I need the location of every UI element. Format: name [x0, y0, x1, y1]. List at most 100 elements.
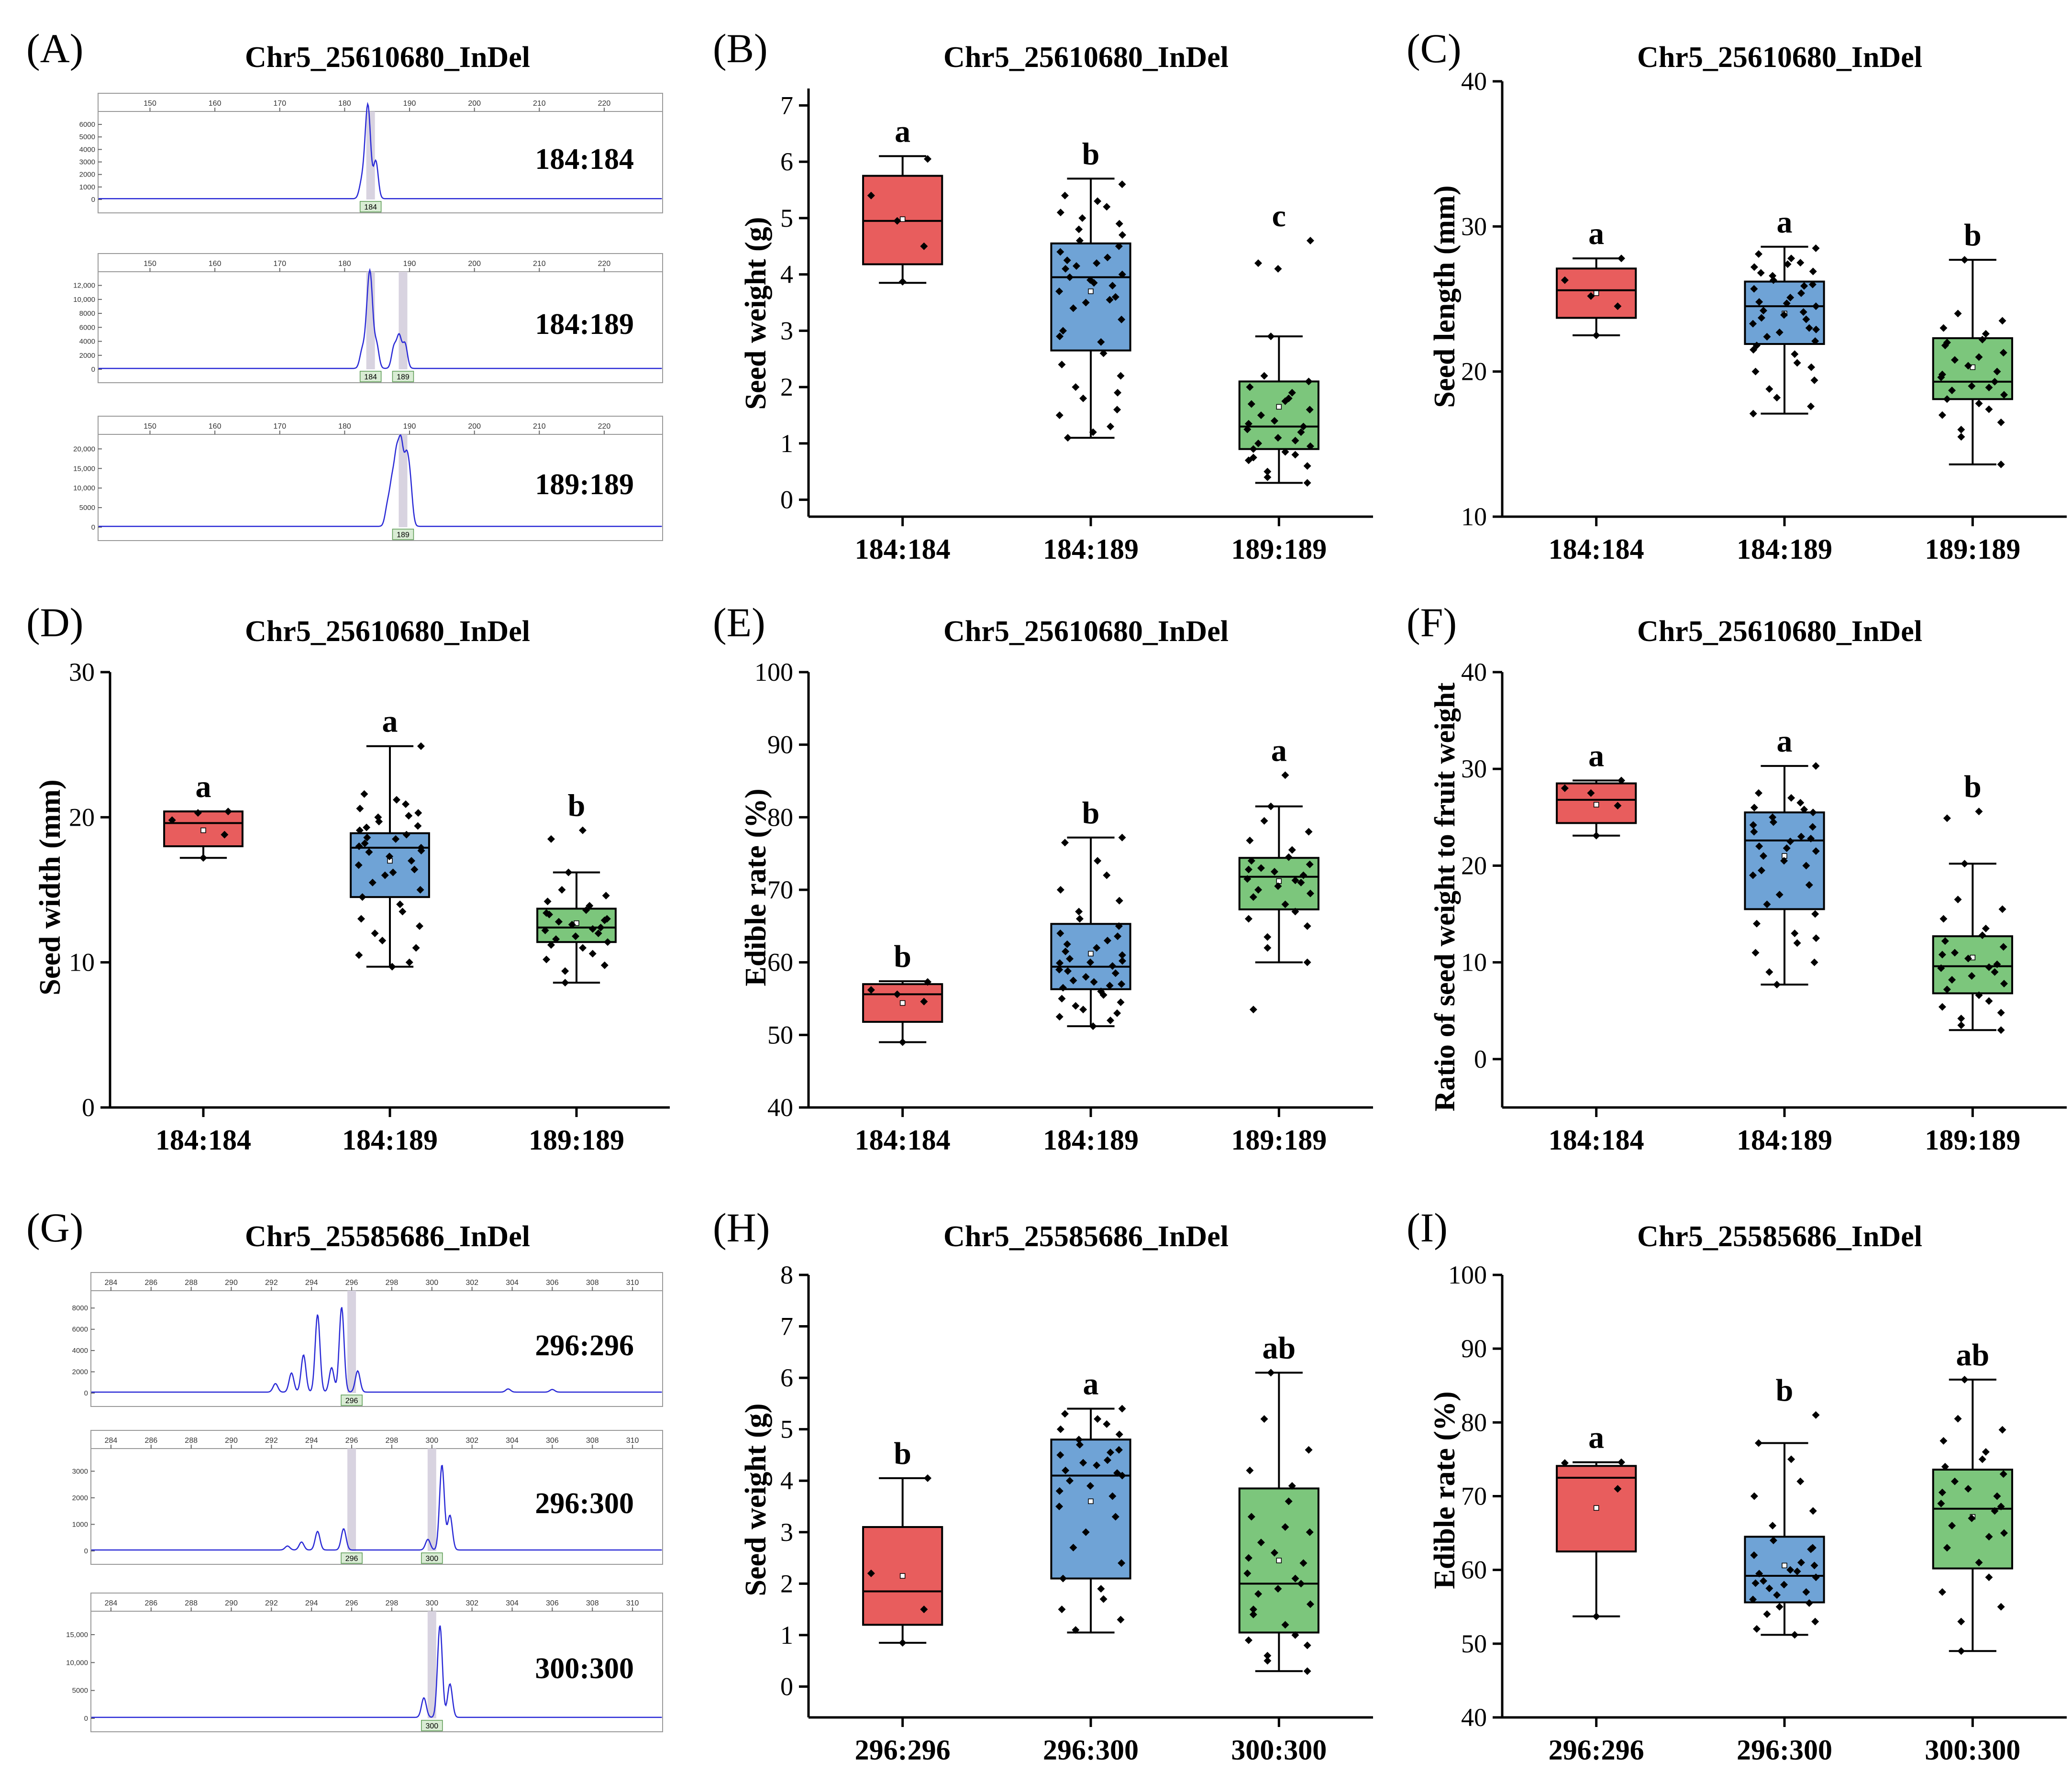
data-point [1069, 1544, 1077, 1552]
data-point [1750, 804, 1758, 812]
data-point [1306, 1528, 1314, 1536]
data-point [1592, 331, 1600, 339]
data-point [1950, 949, 1959, 957]
ruler-tick-label: 308 [586, 1437, 599, 1445]
ruler-tick-label: 190 [403, 100, 416, 108]
significance-letter: a [196, 769, 211, 804]
data-point [1118, 1472, 1126, 1480]
data-point [1763, 332, 1771, 341]
data-point [1097, 1585, 1105, 1593]
significance-letter: b [568, 788, 586, 823]
ruler-tick-label: 306 [546, 1437, 559, 1445]
data-point [1561, 276, 1569, 284]
significance-letter: a [895, 114, 910, 149]
data-point [572, 932, 580, 941]
panel-label: (G) [26, 1205, 83, 1251]
mean-marker [1088, 1498, 1094, 1505]
data-point [1991, 968, 1999, 976]
data-point [1055, 1503, 1064, 1511]
panel-label: (E) [713, 599, 765, 645]
y-tick-label: 30 [1461, 212, 1487, 241]
data-point [1796, 799, 1805, 807]
data-point [1787, 794, 1795, 802]
data-point [597, 923, 605, 931]
data-point [1808, 823, 1817, 831]
data-point [552, 935, 560, 943]
data-point [1288, 1482, 1296, 1490]
panel-title: Chr5_25585686_InDel [943, 1220, 1229, 1253]
mean-marker [1593, 290, 1599, 296]
panel-h-box-plot: (H) Chr5_25585686_InDel Seed weight (g) … [713, 1205, 1373, 1766]
significance-letter: a [1083, 1367, 1099, 1402]
panel-title: Chr5_25610680_InDel [245, 615, 530, 648]
data-point [920, 1605, 928, 1614]
y-tick-label: 10 [1461, 502, 1487, 531]
data-point [867, 191, 875, 199]
data-point [1943, 814, 1951, 822]
data-point [604, 938, 612, 946]
data-point [355, 842, 363, 850]
y-tick-label: 0 [91, 196, 95, 204]
mean-marker [200, 827, 206, 833]
data-point [386, 852, 394, 861]
data-point [1115, 1446, 1123, 1454]
data-point [1985, 1533, 1993, 1541]
data-point [1062, 1466, 1070, 1474]
data-point [1802, 315, 1810, 323]
data-point [1941, 937, 1949, 945]
y-axis-label: Seed weight (g) [740, 1404, 772, 1596]
data-point [1263, 467, 1272, 476]
data-point [1763, 900, 1771, 908]
data-point [1297, 878, 1305, 886]
data-point [414, 809, 422, 817]
ruler-tick-label: 284 [105, 1279, 118, 1287]
data-point [1993, 960, 2001, 968]
data-point [1812, 1573, 1820, 1582]
data-point [1749, 871, 1757, 879]
data-point [405, 812, 413, 820]
bin-label-box [341, 1395, 363, 1406]
y-tick-label: 4000 [79, 338, 95, 346]
data-point [1975, 353, 1983, 361]
y-tick-label: 4 [780, 1466, 793, 1495]
bin-label-box [392, 529, 414, 540]
x-tick-label: 189:189 [1231, 1124, 1327, 1156]
data-point [1780, 857, 1788, 865]
data-point [1303, 958, 1311, 966]
data-point [1750, 828, 1758, 836]
data-point [1760, 307, 1768, 315]
data-point [375, 818, 383, 826]
ruler-tick-label: 200 [468, 260, 481, 268]
bin-label: 184 [364, 203, 377, 211]
data-point [1754, 789, 1762, 797]
y-tick-label: 20 [1461, 357, 1487, 386]
data-point [1783, 844, 1791, 852]
ruler-tick-label: 284 [105, 1437, 118, 1445]
ruler-tick-label: 310 [626, 1279, 639, 1287]
significance-letter: b [894, 939, 911, 974]
x-tick-label: 296:296 [855, 1734, 951, 1766]
data-point [547, 941, 555, 949]
data-point [1303, 479, 1311, 487]
data-point [378, 937, 387, 945]
data-point [1773, 394, 1781, 402]
ruler-tick-label: 310 [626, 1437, 639, 1445]
data-point [1114, 388, 1122, 397]
ruler-tick-label: 296 [345, 1437, 358, 1445]
data-point [1998, 905, 2006, 913]
data-point [1281, 900, 1289, 908]
data-point [1075, 1436, 1083, 1444]
bin-label-box [392, 371, 414, 382]
data-point [893, 990, 901, 998]
data-point [1950, 356, 1959, 364]
x-tick-label: 184:189 [1043, 533, 1139, 565]
data-point [1786, 837, 1795, 845]
bin-label-box [341, 1552, 363, 1564]
data-point [1964, 954, 1972, 963]
data-point [1802, 862, 1810, 870]
significance-letter: b [1082, 796, 1100, 830]
significance-letter: a [1588, 738, 1604, 773]
data-point [363, 823, 371, 831]
data-point [1099, 1595, 1108, 1603]
data-point [1056, 959, 1064, 967]
